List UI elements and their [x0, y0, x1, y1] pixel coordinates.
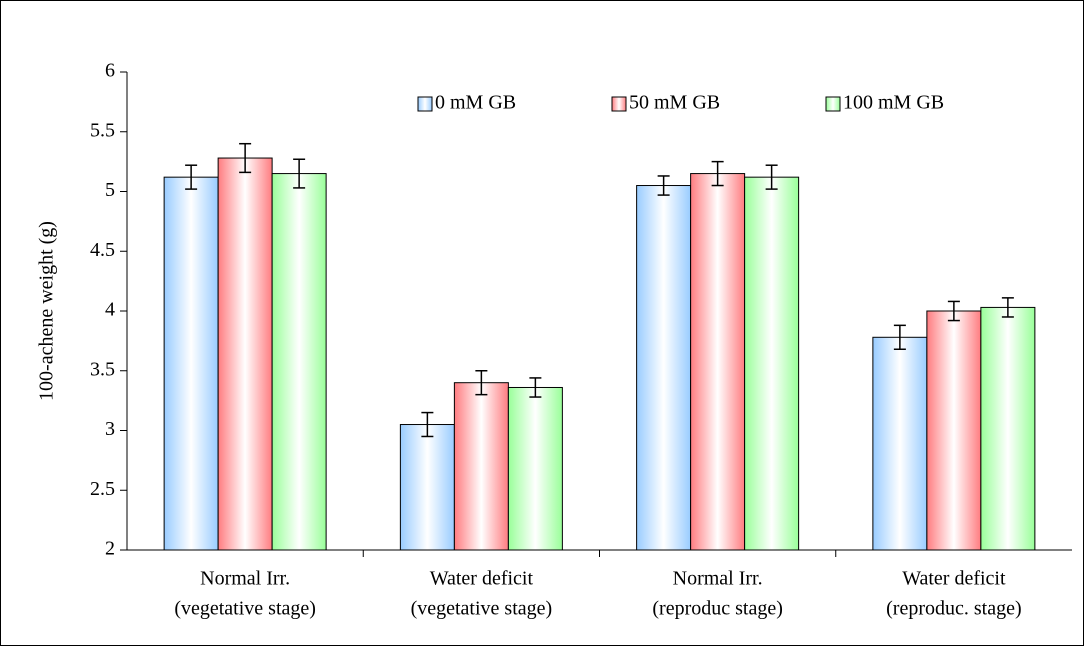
y-tick-label: 2	[105, 538, 115, 560]
y-axis-label: 100-achene weight (g)	[36, 221, 58, 401]
error-bar	[421, 411, 434, 438]
bar	[980, 306, 1036, 551]
y-tick-label: 6	[105, 60, 115, 82]
error-bar	[947, 300, 960, 322]
legend-label: 50 mM GB	[629, 92, 720, 114]
y-tick-label: 4	[105, 299, 115, 321]
error-bar	[657, 175, 670, 196]
legend-swatch	[611, 96, 627, 112]
bar	[926, 310, 982, 551]
legend-label: 0 mM GB	[435, 92, 516, 114]
x-tick-label: (reproduc stage)	[652, 598, 783, 620]
y-tick-label: 3.5	[90, 358, 115, 380]
y-tick-label: 2.5	[90, 478, 115, 500]
bar	[507, 386, 563, 551]
bar	[399, 424, 455, 551]
error-bar	[185, 164, 198, 190]
x-tick-label: Water deficit	[430, 568, 534, 590]
bar	[690, 173, 746, 551]
bar	[163, 176, 219, 551]
x-tick-label: (vegetative stage)	[411, 598, 553, 620]
x-tick-label: Normal Irr.	[200, 568, 290, 590]
x-tick-label: Water deficit	[902, 568, 1006, 590]
error-bar	[711, 160, 724, 187]
bar	[217, 157, 273, 551]
legend-swatch	[825, 96, 841, 112]
bar	[453, 382, 509, 551]
x-tick-label: (reproduc. stage)	[886, 598, 1022, 620]
y-tick-label: 4.5	[90, 239, 115, 261]
error-bar	[529, 377, 542, 398]
bar	[271, 173, 327, 551]
y-tick-label: 5	[105, 179, 115, 201]
error-bar	[239, 142, 252, 174]
error-bar	[293, 158, 306, 189]
error-bar	[1001, 297, 1014, 318]
error-bar	[893, 324, 906, 350]
bar	[744, 176, 800, 551]
bar	[872, 336, 928, 551]
bar	[636, 185, 692, 551]
y-tick-label: 3	[105, 418, 115, 440]
y-tick-label: 5.5	[90, 119, 115, 141]
x-tick-label: (vegetative stage)	[174, 598, 316, 620]
legend-label: 100 mM GB	[843, 92, 944, 114]
legend-swatch	[417, 96, 433, 112]
error-bar	[765, 164, 778, 190]
error-bar	[475, 370, 488, 396]
x-tick-label: Normal Irr.	[673, 568, 763, 590]
